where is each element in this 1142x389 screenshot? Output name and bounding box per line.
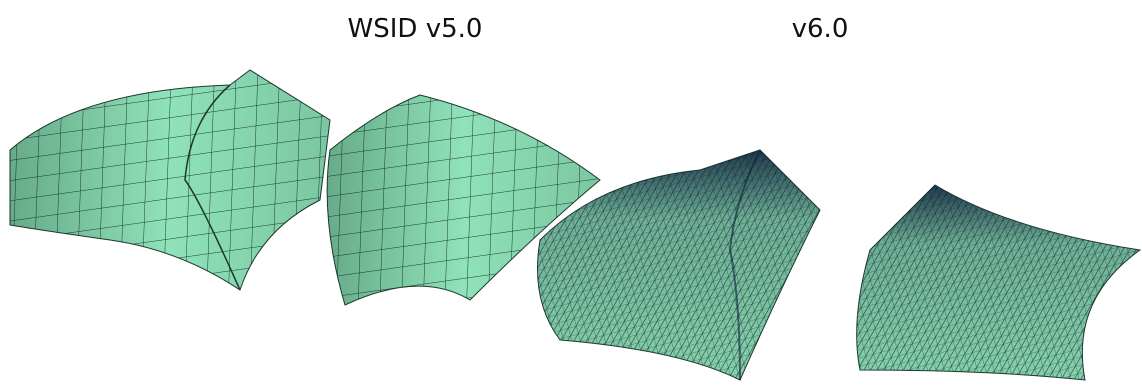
figure: WSID v5.0 v6.0 (0, 0, 1142, 389)
mesh-illustrations (0, 0, 1142, 389)
mesh-v5-a (10, 70, 330, 290)
page: WSID v5.0 v6.0 (0, 0, 1142, 389)
mesh-v6-b (857, 185, 1140, 380)
